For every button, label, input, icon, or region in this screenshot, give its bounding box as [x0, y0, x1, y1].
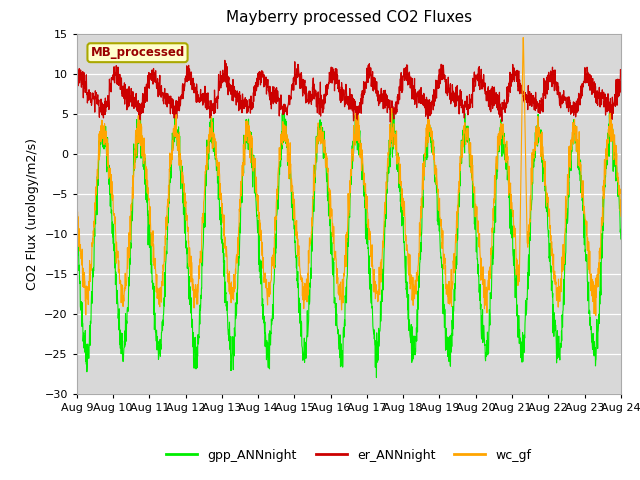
er_ANNnight [73, 79, 81, 84]
wc_gf [73, 211, 81, 216]
er_ANNnight [602, 102, 609, 108]
wc_gf [617, 213, 625, 219]
gpp_ANNnight [100, 138, 108, 144]
er_ANNnight [353, 120, 361, 126]
er_ANNnight [502, 106, 509, 111]
er_ANNnight [100, 110, 108, 116]
er_ANNnight [602, 112, 609, 118]
gpp_ANNnight [278, 111, 286, 117]
wc_gf [602, 171, 609, 177]
gpp_ANNnight [617, 236, 625, 242]
wc_gf [592, 312, 600, 318]
wc_gf [602, 163, 609, 168]
Line: wc_gf: wc_gf [77, 37, 621, 315]
wc_gf [323, 156, 331, 162]
gpp_ANNnight [602, 173, 609, 179]
Title: Mayberry processed CO2 Fluxes: Mayberry processed CO2 Fluxes [226, 11, 472, 25]
gpp_ANNnight [73, 224, 81, 230]
er_ANNnight [617, 73, 625, 79]
Line: er_ANNnight: er_ANNnight [77, 60, 621, 123]
er_ANNnight [323, 92, 331, 97]
er_ANNnight [338, 80, 346, 85]
wc_gf [100, 121, 108, 127]
Text: MB_processed: MB_processed [90, 46, 185, 59]
wc_gf [337, 299, 345, 305]
Line: gpp_ANNnight: gpp_ANNnight [77, 114, 621, 378]
gpp_ANNnight [323, 171, 331, 177]
er_ANNnight [221, 58, 228, 63]
Legend: gpp_ANNnight, er_ANNnight, wc_gf: gpp_ANNnight, er_ANNnight, wc_gf [161, 444, 536, 467]
gpp_ANNnight [372, 375, 380, 381]
wc_gf [501, 149, 509, 155]
gpp_ANNnight [502, 166, 509, 172]
Y-axis label: CO2 Flux (urology/m2/s): CO2 Flux (urology/m2/s) [26, 138, 38, 289]
wc_gf [519, 35, 527, 40]
gpp_ANNnight [338, 354, 346, 360]
gpp_ANNnight [602, 174, 609, 180]
